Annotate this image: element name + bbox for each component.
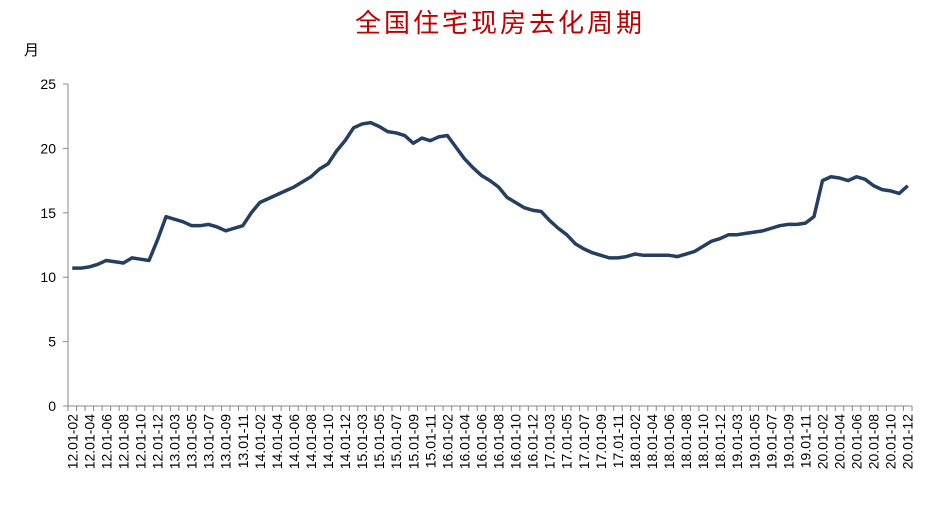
x-tick-label: 19.01-03	[729, 414, 745, 469]
y-axis-label: 月	[24, 42, 39, 59]
chart-title: 全国住宅现房去化周期	[355, 9, 645, 39]
x-tick-label: 16.01-12	[525, 414, 541, 469]
x-tick-label: 15.01-11	[422, 414, 438, 468]
x-tick-label: 20.01-02	[814, 414, 830, 469]
y-tick-label: 10	[40, 269, 56, 285]
x-tick-label: 12.01-02	[64, 414, 80, 469]
x-tick-label: 18.01-04	[644, 414, 660, 469]
y-tick-label: 20	[40, 140, 56, 156]
x-tick-label: 12.01-08	[115, 414, 131, 469]
x-tick-label: 18.01-08	[678, 414, 694, 469]
x-tick-label: 18.01-02	[627, 414, 643, 469]
x-tick-label: 12.01-06	[98, 414, 114, 469]
x-tick-label: 14.01-02	[252, 414, 268, 469]
x-tick-label: 19.01-07	[763, 414, 779, 469]
x-tick-label: 14.01-06	[286, 414, 302, 469]
x-tick-label: 13.01-09	[218, 414, 234, 469]
x-tick-label: 19.01-11	[797, 414, 813, 468]
y-tick-label: 0	[48, 398, 56, 414]
x-tick-label: 13.01-07	[201, 414, 217, 469]
x-tick-label: 15.01-03	[354, 414, 370, 469]
x-tick-label: 19.01-05	[746, 414, 762, 469]
x-tick-label: 14.01-04	[269, 414, 285, 469]
x-tick-label: 18.01-10	[695, 414, 711, 469]
x-tick-label: 20.01-12	[900, 414, 916, 469]
x-tick-label: 16.01-10	[508, 414, 524, 469]
x-tick-label: 12.01-10	[132, 414, 148, 469]
x-tick-label: 15.01-07	[388, 414, 404, 469]
x-tick-label: 20.01-06	[849, 414, 865, 469]
x-tick-label: 16.01-08	[491, 414, 507, 469]
x-tick-label: 13.01-05	[184, 414, 200, 469]
x-tick-label: 17.01-03	[542, 414, 558, 469]
x-tick-label: 16.01-04	[456, 414, 472, 469]
x-tick-label: 17.01-09	[593, 414, 609, 469]
x-tick-label: 15.01-09	[405, 414, 421, 469]
x-tick-label: 20.01-04	[832, 414, 848, 469]
x-tick-label: 17.01-11	[610, 414, 626, 468]
y-tick-label: 15	[40, 205, 56, 221]
x-tick-label: 17.01-05	[559, 414, 575, 469]
y-tick-label: 25	[40, 76, 56, 92]
x-tick-label: 14.01-10	[320, 414, 336, 469]
x-tick-label: 13.01-03	[167, 414, 183, 469]
line-series	[72, 120, 909, 270]
x-tick-label: 18.01-12	[712, 414, 728, 469]
x-tick-label: 17.01-07	[576, 414, 592, 469]
x-tick-label: 12.01-04	[81, 414, 97, 469]
x-tick-label: 13.01-11	[235, 414, 251, 468]
x-tick-label: 16.01-06	[473, 414, 489, 469]
x-tick-label: 20.01-08	[866, 414, 882, 469]
x-tick-label: 15.01-05	[371, 414, 387, 469]
x-tick-label: 16.01-02	[439, 414, 455, 469]
x-tick-label: 14.01-08	[303, 414, 319, 469]
x-tick-label: 19.01-09	[780, 414, 796, 469]
y-tick-label: 5	[48, 334, 56, 350]
x-tick-label: 12.01-12	[150, 414, 166, 469]
x-tick-label: 20.01-10	[883, 414, 899, 469]
x-tick-label: 18.01-06	[661, 414, 677, 469]
x-tick-label: 14.01-12	[337, 414, 353, 469]
